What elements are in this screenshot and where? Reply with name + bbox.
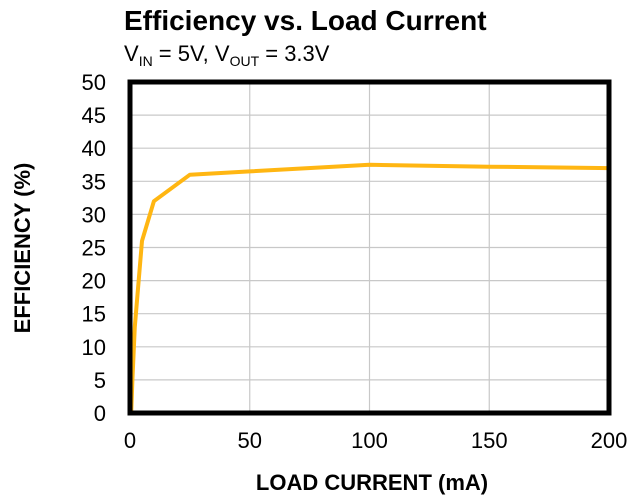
y-tick-label: 30 xyxy=(82,202,106,227)
y-axis-label: EFFICIENCY (%) xyxy=(10,163,35,334)
y-tick-label: 45 xyxy=(82,103,106,128)
series-group xyxy=(129,162,611,415)
grid-lines xyxy=(130,82,609,413)
chart-subtitle: VIN = 5V, VOUT = 3.3V xyxy=(124,41,330,69)
x-tick-label: 150 xyxy=(471,428,508,453)
x-tick-label: 0 xyxy=(124,428,136,453)
plot-frame xyxy=(127,79,612,416)
x-tick-label: 200 xyxy=(591,428,628,453)
x-tick-label: 50 xyxy=(238,428,262,453)
y-tick-label: 10 xyxy=(82,335,106,360)
vin-value: = 5V, xyxy=(153,41,215,66)
x-tick-label: 100 xyxy=(351,428,388,453)
vout-symbol: V xyxy=(215,41,230,66)
vin-subscript: IN xyxy=(139,53,153,69)
chart-title: Efficiency vs. Load Current xyxy=(124,5,487,36)
y-tick-label: 25 xyxy=(82,236,106,261)
vin-symbol: V xyxy=(124,41,139,66)
y-tick-label: 35 xyxy=(82,169,106,194)
y-tick-label: 0 xyxy=(94,401,106,426)
x-axis-label: LOAD CURRENT (mA) xyxy=(256,470,488,495)
y-tick-label: 40 xyxy=(82,136,106,161)
y-tick-label: 5 xyxy=(94,368,106,393)
y-tick-label: 50 xyxy=(82,70,106,95)
y-axis-ticks: 0 5 10 15 20 25 30 35 40 45 50 xyxy=(82,70,106,426)
vout-subscript: OUT xyxy=(230,53,260,69)
x-axis-ticks: 0 50 100 150 200 xyxy=(124,428,627,453)
y-tick-label: 20 xyxy=(82,269,106,294)
y-tick-label: 15 xyxy=(82,302,106,327)
vout-value: = 3.3V xyxy=(259,41,330,66)
efficiency-line xyxy=(129,162,611,415)
